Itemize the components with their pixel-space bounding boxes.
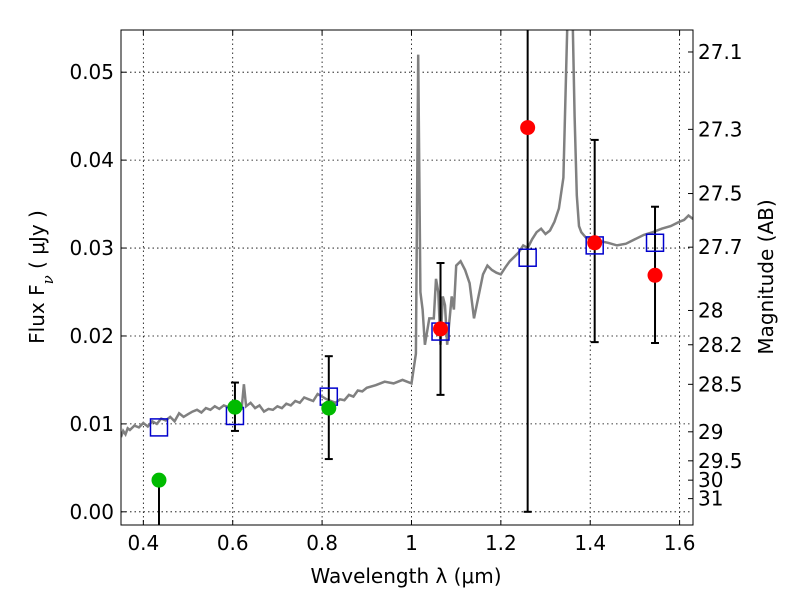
observed-point: [520, 120, 536, 136]
y-tick-label: 0.05: [69, 60, 114, 84]
observed-point: [587, 235, 603, 251]
y2-tick-label: 27.7: [698, 235, 743, 259]
y2-tick-label: 28: [698, 298, 723, 322]
x-axis-ticks: 0.4 0.6 0.8 1 1.2 1.4 1.6: [127, 30, 696, 555]
y-axis-label: Flux Fν ( μJy ): [25, 210, 57, 344]
y2-tick-label: 28.2: [698, 333, 743, 357]
x-tick-label: 0.8: [306, 531, 338, 555]
y2-tick-label: 29.5: [698, 449, 743, 473]
model-spectrum: [121, 30, 693, 438]
observed-point: [227, 399, 243, 415]
observed-point: [151, 472, 167, 488]
grid-lines: [121, 30, 693, 525]
y2-tick-label: 30: [698, 468, 723, 492]
y2-tick-label: 28.5: [698, 372, 743, 396]
y2-tick-label: 29: [698, 420, 723, 444]
y2-tick-label: 27.5: [698, 182, 743, 206]
x-tick-label: 1.6: [664, 531, 696, 555]
x-tick-label: 0.4: [127, 531, 159, 555]
x-tick-label: 0.6: [217, 531, 249, 555]
model-square-point: [645, 233, 665, 253]
plot-border: [120, 29, 694, 526]
y-tick-label: 0.00: [69, 500, 114, 524]
model-square-point: [518, 248, 537, 267]
observed-point: [433, 321, 449, 337]
y-tick-label: 0.01: [69, 412, 114, 436]
y-tick-label: 0.04: [69, 148, 114, 172]
y2-tick-label: 27.3: [698, 117, 743, 141]
y-tick-label: 0.02: [69, 324, 114, 348]
y2-tick-label: 27.1: [698, 40, 743, 64]
error-bar: [523, 30, 532, 513]
observed-photometry-points: [151, 120, 663, 488]
x-tick-label: 1.4: [574, 531, 606, 555]
svg-text:Flux Fν ( μJy ): Flux Fν ( μJy ): [25, 210, 57, 344]
observed-point: [321, 400, 337, 416]
x-axis-label: Wavelength λ (μm): [310, 564, 501, 588]
y2-axis-label: Magnitude (AB): [754, 199, 778, 354]
model-square-point: [149, 418, 169, 437]
svg-text:Magnitude (AB): Magnitude (AB): [754, 199, 778, 354]
error-bars: [154, 30, 660, 525]
x-tick-label: 1.2: [485, 531, 517, 555]
y2-tick-label: 31: [698, 487, 723, 511]
plot-frame: [120, 29, 694, 526]
y-tick-label: 0.03: [69, 236, 114, 260]
spectrum-line: [121, 30, 693, 438]
y-axis-ticks: 0.00 0.01 0.02 0.03 0.04 0.05: [69, 60, 126, 524]
observed-point: [647, 267, 663, 283]
x-tick-label: 1: [405, 531, 418, 555]
